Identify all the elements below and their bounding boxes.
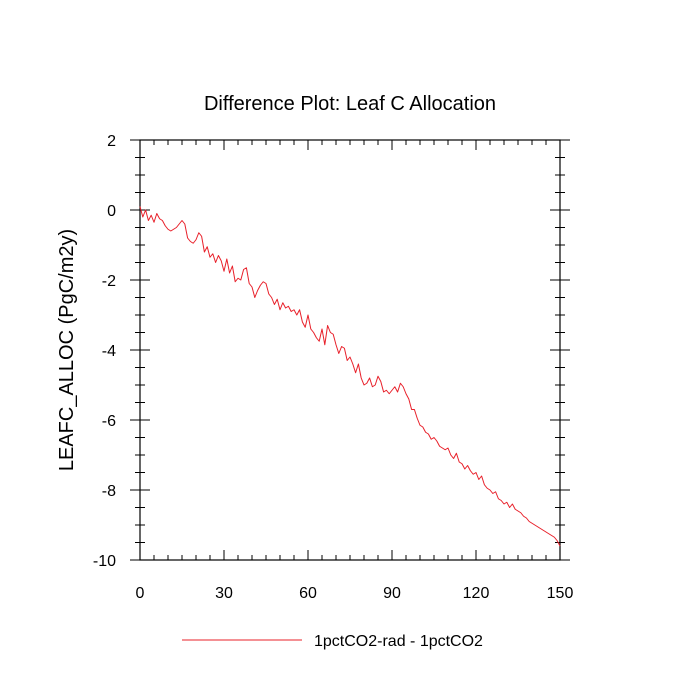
series-layer [139,206,561,547]
y-tick-label: 0 [107,203,116,220]
y-tick-label: -2 [102,273,116,290]
x-tick-label: 90 [383,585,401,602]
y-tick-label: -8 [102,483,116,500]
x-tick-label: 60 [299,585,317,602]
legend-label: 1pctCO2-rad - 1pctCO2 [314,633,483,650]
y-tick-label: -10 [93,553,116,570]
x-tick-label: 150 [547,585,574,602]
series-line [139,206,561,547]
legend: 1pctCO2-rad - 1pctCO2 [182,633,483,650]
axis-tick-labels: 0 30 60 90 120 150 2 0 -2 -4 -6 -8 -10 [93,133,574,602]
plot-frame [139,139,561,561]
y-tick-label: -6 [102,413,116,430]
y-axis-label: LEAFC_ALLOC (PgC/m2y) [56,229,78,471]
x-tick-label: 0 [136,585,145,602]
y-axis-label-group: LEAFC_ALLOC (PgC/m2y) [56,229,78,471]
x-tick-label: 30 [215,585,233,602]
chart-title: Difference Plot: Leaf C Allocation [204,93,496,115]
y-tick-label: 2 [107,133,116,150]
axis-ticks [130,139,570,561]
y-tick-label: -4 [102,343,116,360]
x-tick-label: 120 [463,585,490,602]
